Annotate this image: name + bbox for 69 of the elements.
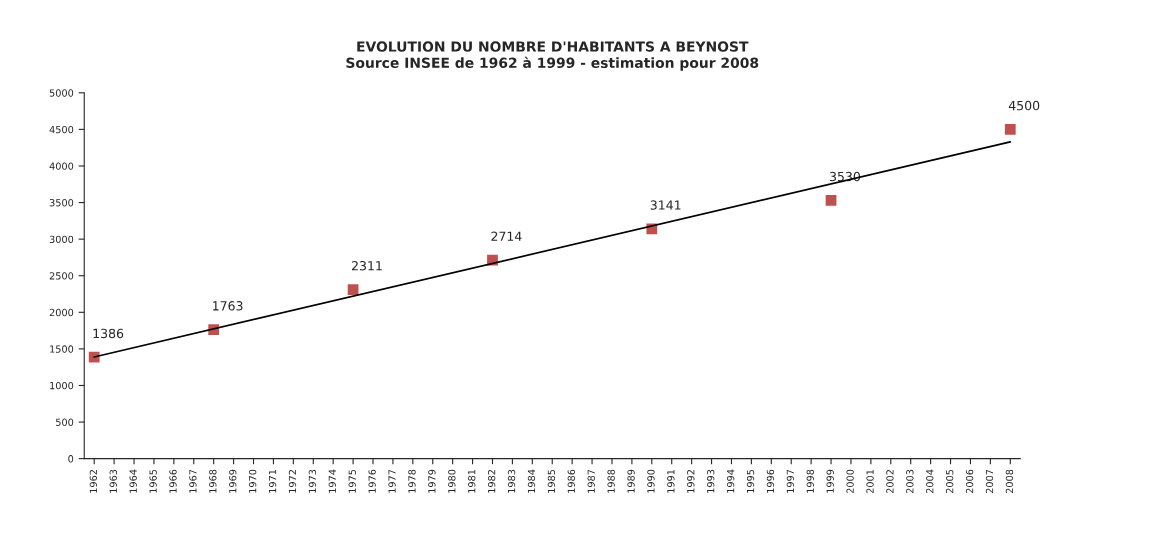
x-tick-label: 1995 bbox=[746, 469, 755, 493]
x-tick-label: 1989 bbox=[627, 469, 635, 493]
point bbox=[1004, 124, 1016, 135]
data-label: 3141 bbox=[650, 200, 681, 210]
x-tick-label: 1986 bbox=[567, 469, 575, 493]
y-tick-label: 3500 bbox=[49, 199, 74, 207]
x-tick-label: 1974 bbox=[328, 469, 336, 493]
y-tick-label: 4500 bbox=[49, 125, 74, 134]
y-tick-label: 500 bbox=[56, 418, 74, 426]
x-tick-label: 1990 bbox=[647, 469, 655, 493]
x-tick-label: 1994 bbox=[726, 469, 735, 493]
x-tick-label: 2005 bbox=[946, 469, 954, 494]
y-tick-label: 5000 bbox=[49, 89, 74, 97]
point bbox=[88, 351, 100, 363]
x-tick-label: 2003 bbox=[906, 469, 914, 494]
x-tick-label: 1980 bbox=[448, 469, 456, 493]
x-tick-label: 1978 bbox=[408, 469, 416, 493]
x-tick-label: 1972 bbox=[288, 470, 297, 493]
x-tick-label: 1967 bbox=[189, 469, 197, 493]
x-tick-label: 1968 bbox=[209, 469, 217, 493]
x-tick-label: 1993 bbox=[707, 469, 715, 493]
y-tick-label: 2500 bbox=[49, 272, 74, 280]
x-tick-label: 1975 bbox=[348, 469, 356, 493]
x-tick-label: 1976 bbox=[368, 469, 376, 493]
point bbox=[347, 284, 359, 295]
point bbox=[825, 194, 837, 206]
x-tick-label: 1973 bbox=[308, 469, 317, 493]
x-tick-label: 1985 bbox=[547, 469, 556, 493]
x-tick-label: 1998 bbox=[806, 469, 814, 493]
x-tick-label: 2006 bbox=[965, 469, 974, 494]
x-tick-label: 1982 bbox=[487, 470, 496, 493]
y-tick-label: 1500 bbox=[50, 345, 74, 353]
x-tick-label: 1971 bbox=[268, 469, 277, 493]
x-tick-label: 1977 bbox=[388, 469, 396, 493]
x-tick-label: 2001 bbox=[866, 469, 874, 494]
data-label: 1386 bbox=[93, 328, 124, 339]
data-label: 2714 bbox=[491, 231, 522, 241]
x-tick-label: 2002 bbox=[886, 470, 894, 494]
y-tick-label: 4000 bbox=[49, 162, 74, 170]
x-tick-label: 1963 bbox=[109, 469, 117, 493]
data-label: 4500 bbox=[1008, 100, 1040, 111]
x-tick-label: 2008 bbox=[1005, 469, 1014, 494]
x-tick-label: 1981 bbox=[468, 469, 476, 493]
x-tick-label: 1999 bbox=[826, 469, 834, 493]
x-tick-label: 1970 bbox=[248, 469, 257, 493]
y-tick-label: 2000 bbox=[49, 308, 74, 317]
x-tick-label: 1996 bbox=[766, 469, 775, 493]
x-tick-label: 1991 bbox=[667, 469, 675, 493]
x-tick-label: 1988 bbox=[607, 469, 615, 493]
x-tick-label: 1969 bbox=[229, 469, 237, 493]
x-tick-label: 1983 bbox=[507, 469, 516, 493]
y-tick-label: 0 bbox=[68, 455, 74, 463]
x-tick-label: 2007 bbox=[985, 469, 994, 494]
x-tick-label: 2000 bbox=[846, 469, 854, 494]
data-label: 2311 bbox=[351, 261, 382, 271]
x-tick-label: 1979 bbox=[428, 469, 436, 493]
chart-title: EVOLUTION DU NOMBRE D'HABITANTS A BEYNOST Source INSEE de 1962 à 1999 - estimation pour 2008 bbox=[346, 41, 759, 71]
x-tick-label: 1966 bbox=[169, 469, 177, 493]
x-tick-label: 1997 bbox=[786, 469, 795, 493]
x-tick-label: 1965 bbox=[149, 469, 157, 493]
x-tick-label: 1964 bbox=[129, 469, 137, 493]
y-tick-label: 1000 bbox=[50, 381, 74, 390]
x-tick-label: 1984 bbox=[527, 469, 536, 493]
x-tick-label: 1987 bbox=[587, 469, 595, 493]
x-tick-label: 1992 bbox=[687, 470, 695, 493]
y-tick-label: 3000 bbox=[49, 235, 74, 243]
x-tick-label: 1962 bbox=[89, 470, 98, 493]
x-tick-label: 2004 bbox=[926, 469, 934, 494]
data-label: 1763 bbox=[213, 301, 243, 311]
